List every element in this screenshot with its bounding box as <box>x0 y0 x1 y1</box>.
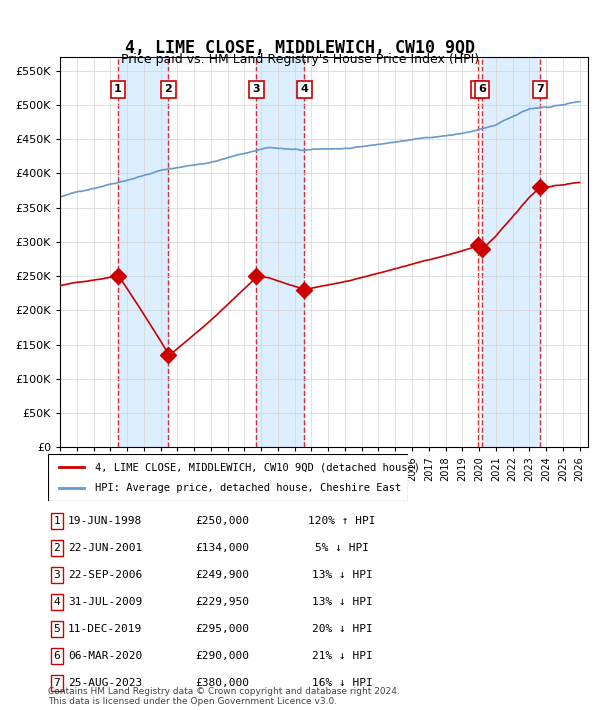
Text: 3: 3 <box>253 84 260 94</box>
Text: 19-JUN-1998: 19-JUN-1998 <box>68 516 142 526</box>
Text: 4: 4 <box>301 84 308 94</box>
Bar <box>118 57 169 447</box>
Text: 22-SEP-2006: 22-SEP-2006 <box>68 570 142 580</box>
Text: £134,000: £134,000 <box>195 543 249 553</box>
Text: Contains HM Land Registry data © Crown copyright and database right 2024.
This d: Contains HM Land Registry data © Crown c… <box>48 687 400 706</box>
Text: 21% ↓ HPI: 21% ↓ HPI <box>311 651 373 661</box>
Text: 4, LIME CLOSE, MIDDLEWICH, CW10 9QD: 4, LIME CLOSE, MIDDLEWICH, CW10 9QD <box>125 39 475 57</box>
Text: HPI: Average price, detached house, Cheshire East: HPI: Average price, detached house, Ches… <box>95 483 401 493</box>
Text: 13% ↓ HPI: 13% ↓ HPI <box>311 597 373 607</box>
Text: 31-JUL-2009: 31-JUL-2009 <box>68 597 142 607</box>
FancyBboxPatch shape <box>48 454 408 501</box>
Text: 7: 7 <box>536 84 544 94</box>
Bar <box>256 57 304 447</box>
Text: 6: 6 <box>478 84 486 94</box>
Text: 11-DEC-2019: 11-DEC-2019 <box>68 624 142 634</box>
Bar <box>482 57 540 447</box>
Text: 13% ↓ HPI: 13% ↓ HPI <box>311 570 373 580</box>
Text: 7: 7 <box>53 678 61 688</box>
Text: £229,950: £229,950 <box>195 597 249 607</box>
Text: 16% ↓ HPI: 16% ↓ HPI <box>311 678 373 688</box>
Text: 120% ↑ HPI: 120% ↑ HPI <box>308 516 376 526</box>
Text: 1: 1 <box>53 516 61 526</box>
Text: Price paid vs. HM Land Registry's House Price Index (HPI): Price paid vs. HM Land Registry's House … <box>121 53 479 66</box>
Text: £295,000: £295,000 <box>195 624 249 634</box>
Text: 4, LIME CLOSE, MIDDLEWICH, CW10 9QD (detached house): 4, LIME CLOSE, MIDDLEWICH, CW10 9QD (det… <box>95 462 420 472</box>
Text: 06-MAR-2020: 06-MAR-2020 <box>68 651 142 661</box>
Text: 5: 5 <box>53 624 61 634</box>
Text: 20% ↓ HPI: 20% ↓ HPI <box>311 624 373 634</box>
Text: 22-JUN-2001: 22-JUN-2001 <box>68 543 142 553</box>
Text: 25-AUG-2023: 25-AUG-2023 <box>68 678 142 688</box>
Text: £380,000: £380,000 <box>195 678 249 688</box>
Text: £249,900: £249,900 <box>195 570 249 580</box>
Text: 5% ↓ HPI: 5% ↓ HPI <box>315 543 369 553</box>
Text: £290,000: £290,000 <box>195 651 249 661</box>
Text: 5: 5 <box>474 84 482 94</box>
Text: 2: 2 <box>164 84 172 94</box>
Text: 3: 3 <box>53 570 61 580</box>
Bar <box>554 57 588 447</box>
Text: 4: 4 <box>53 597 61 607</box>
Text: 1: 1 <box>114 84 122 94</box>
Text: 6: 6 <box>53 651 61 661</box>
Text: £250,000: £250,000 <box>195 516 249 526</box>
Text: 2: 2 <box>53 543 61 553</box>
